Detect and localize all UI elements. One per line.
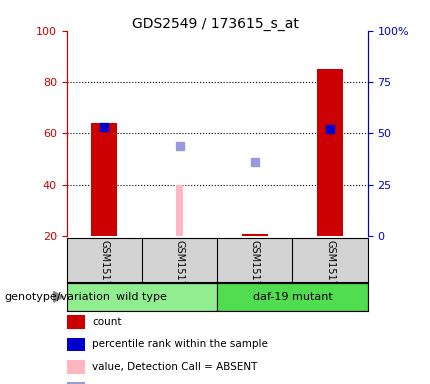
Text: value, Detection Call = ABSENT: value, Detection Call = ABSENT	[92, 362, 258, 372]
Text: GSM151748: GSM151748	[175, 240, 184, 300]
Bar	[317, 69, 343, 236]
Point	[251, 159, 258, 165]
Text: percentile rank within the sample: percentile rank within the sample	[92, 339, 268, 349]
Text: genotype/variation: genotype/variation	[4, 292, 111, 302]
Bar	[91, 123, 117, 236]
Text: daf-19 mutant: daf-19 mutant	[252, 292, 332, 302]
FancyArrow shape	[54, 291, 63, 302]
Point	[101, 124, 108, 130]
Text: GSM151746: GSM151746	[325, 240, 335, 300]
Text: GDS2549 / 173615_s_at: GDS2549 / 173615_s_at	[132, 17, 298, 31]
Text: GSM151745: GSM151745	[250, 240, 260, 300]
Bar	[176, 185, 183, 236]
Text: GSM151747: GSM151747	[99, 240, 109, 300]
Text: wild type: wild type	[117, 292, 167, 302]
Bar	[67, 283, 217, 311]
Point	[327, 126, 334, 132]
Text: count: count	[92, 317, 122, 327]
Bar	[217, 283, 368, 311]
Point	[176, 143, 183, 149]
Bar	[242, 233, 268, 236]
